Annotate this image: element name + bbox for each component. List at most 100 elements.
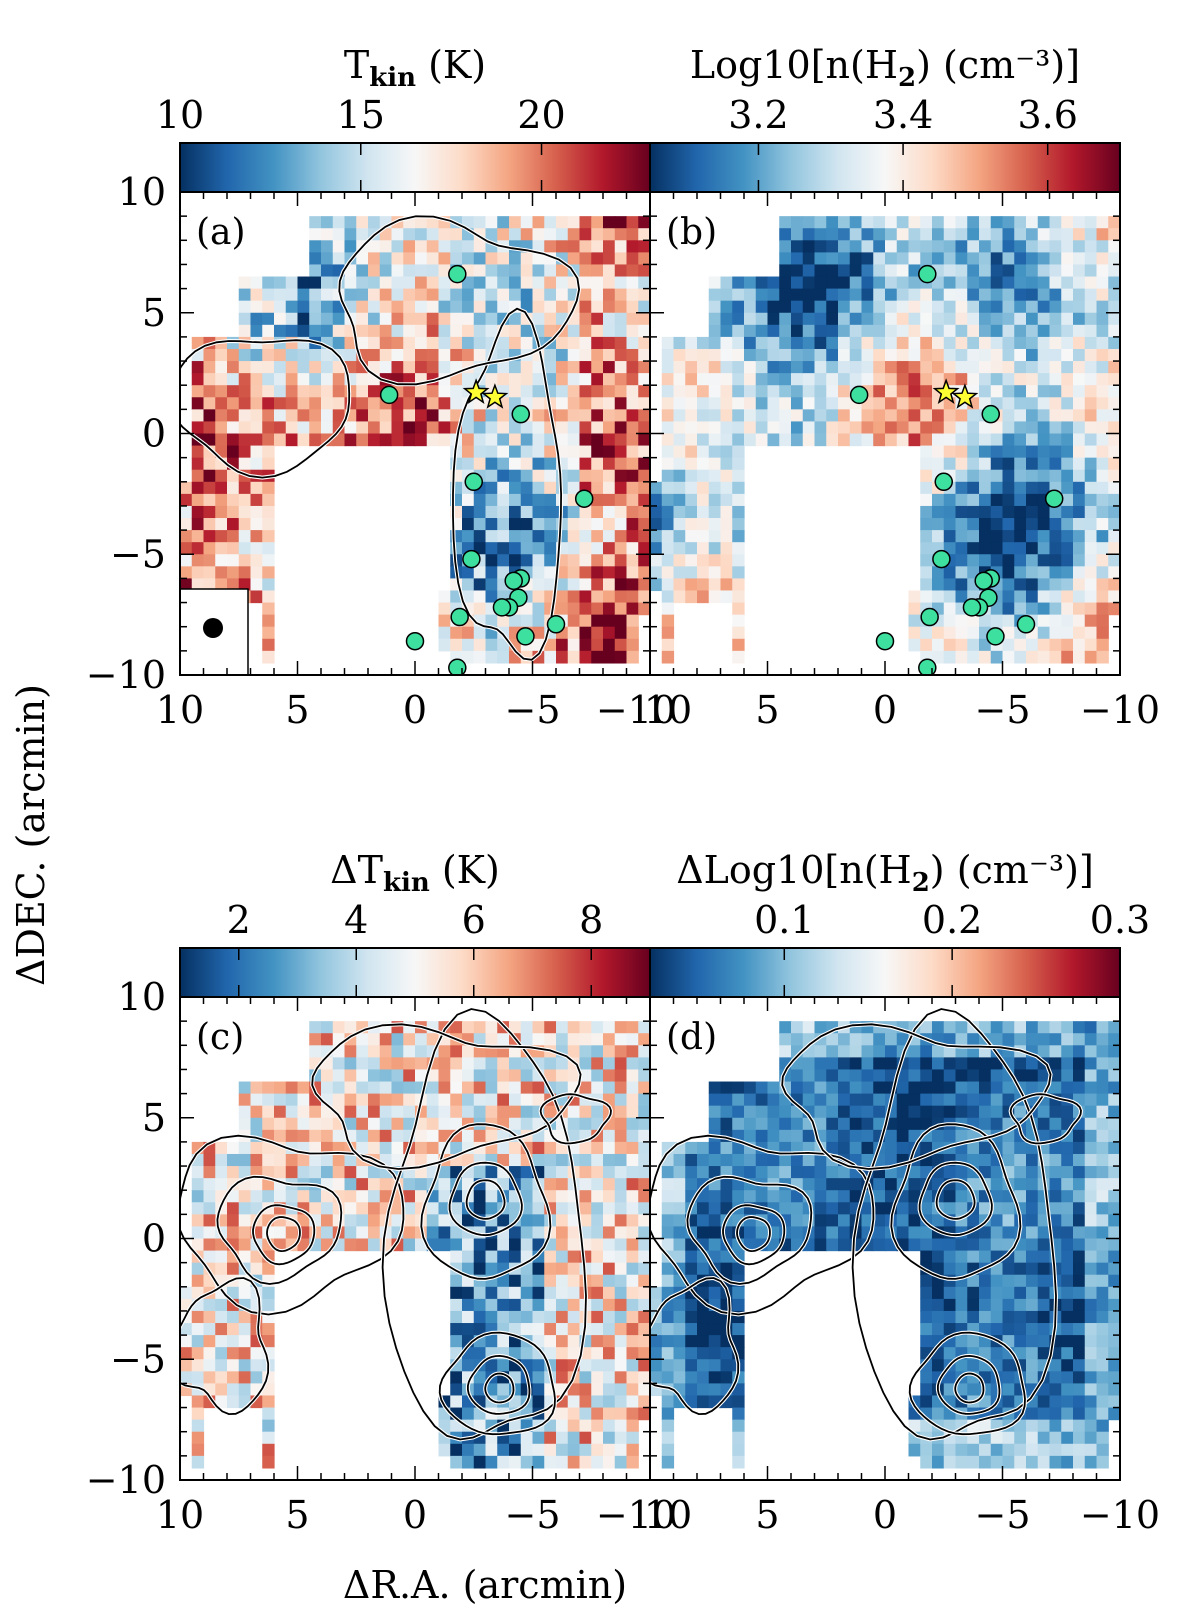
heatmap-cell (1002, 1455, 1015, 1469)
heatmap-cell (849, 361, 863, 374)
heatmap-cell (180, 1371, 193, 1384)
heatmap-cell (638, 300, 650, 314)
heatmap-cell (967, 1033, 980, 1046)
heatmap-cell (638, 1371, 650, 1384)
heatmap-cell (591, 578, 604, 592)
heatmap-cell (591, 1407, 604, 1421)
heatmap-cell (920, 252, 933, 266)
heatmap-cell (626, 1335, 639, 1348)
heatmap-cell (262, 1298, 275, 1312)
heatmap-cell (1026, 518, 1039, 531)
heatmap-cell (838, 1081, 851, 1095)
heatmap-cell (1084, 216, 1098, 229)
heatmap-cell (755, 1129, 769, 1143)
heatmap-cell (732, 373, 745, 386)
heatmap-cell (955, 1238, 968, 1252)
heatmap-cell (979, 614, 992, 628)
heatmap-cell (896, 1226, 910, 1240)
heatmap-cell (732, 602, 745, 616)
heatmap-cell (403, 228, 416, 241)
heatmap-cell (1108, 1274, 1120, 1288)
heatmap-cell (450, 638, 463, 652)
heatmap-cell (1073, 505, 1086, 519)
heatmap-cell (250, 397, 263, 410)
heatmap-cell (191, 1238, 205, 1252)
heatmap-cell (1108, 505, 1120, 519)
heatmap-cell (532, 1431, 545, 1445)
heatmap-cell (661, 397, 675, 410)
heatmap-cell (943, 240, 957, 253)
heatmap-cell (332, 336, 346, 350)
heatmap-cell (990, 385, 1004, 398)
heatmap-cell (626, 1057, 639, 1071)
heatmap-cell (591, 1298, 604, 1312)
heatmap-cell (885, 1190, 898, 1203)
heatmap-cell (544, 1166, 557, 1179)
heatmap-cell (626, 1371, 639, 1384)
heatmap-cell (932, 409, 945, 423)
heatmap-cell (297, 312, 310, 326)
heatmap-cell (1096, 1093, 1109, 1107)
heatmap-cell (274, 421, 287, 435)
heatmap-cell (614, 469, 628, 483)
heatmap-cell (873, 409, 886, 423)
heatmap-cell (579, 457, 592, 471)
heatmap-cell (391, 1057, 404, 1071)
heatmap-cell (720, 348, 733, 362)
heatmap-cell (967, 228, 980, 241)
heatmap-cell (967, 542, 980, 555)
heatmap-cell (1108, 300, 1120, 314)
heatmap-cell (920, 421, 933, 435)
heatmap-cell (520, 554, 534, 567)
heatmap-cell (591, 638, 604, 652)
heatmap-cell (415, 276, 428, 290)
heatmap-cell (591, 590, 604, 604)
heatmap-cell (379, 288, 393, 302)
heatmap-cell (1002, 300, 1015, 314)
heatmap-cell (849, 1178, 863, 1191)
heatmap-cell (685, 373, 698, 386)
heatmap-cell (473, 409, 487, 423)
heatmap-cell (614, 1021, 628, 1034)
heatmap-cell (673, 1214, 686, 1228)
heatmap-cell (227, 445, 240, 459)
heatmap-cell (1096, 1214, 1109, 1228)
heatmap-cell (391, 324, 404, 338)
heatmap-cell (1049, 1141, 1062, 1155)
heatmap-cell (614, 1359, 628, 1372)
heatmap-cell (438, 312, 451, 326)
heatmap-cell (1037, 348, 1051, 362)
heatmap-cell (943, 1081, 957, 1095)
heatmap-cell (591, 1081, 604, 1095)
heatmap-cell (368, 1226, 381, 1240)
heatmap-cell (1026, 505, 1039, 519)
heatmap-cell (732, 530, 745, 543)
heatmap-cell (979, 361, 992, 374)
heatmap-cell (1096, 1141, 1109, 1155)
heatmap-cell (1096, 542, 1109, 555)
heatmap-cell (885, 1057, 898, 1071)
heatmap-cell (203, 554, 216, 567)
heatmap-cell (332, 1178, 346, 1191)
heatmap-cell (497, 300, 510, 314)
heatmap-cell (250, 590, 263, 604)
heatmap-cell (462, 336, 475, 350)
heatmap-cell (708, 1153, 722, 1167)
heatmap-cell (614, 445, 628, 459)
heatmap-cell (1096, 228, 1109, 241)
heatmap-cell (908, 1093, 921, 1107)
heatmap-cell (732, 1407, 745, 1421)
heatmap-cell (873, 421, 886, 435)
heatmap-cell (955, 638, 968, 652)
heatmap-cell (556, 373, 569, 386)
heatmap-cell (462, 590, 475, 604)
contour-group-0 (180, 214, 594, 675)
heatmap-cell (391, 348, 404, 362)
heatmap-cell (462, 1045, 475, 1058)
heatmap-cell (1002, 554, 1015, 567)
heatmap-cell (1108, 264, 1120, 278)
heatmap-cell (932, 252, 945, 266)
heatmap-cell (262, 602, 275, 616)
heatmap-cell (1096, 638, 1109, 652)
heatmap-cell (1002, 397, 1015, 410)
